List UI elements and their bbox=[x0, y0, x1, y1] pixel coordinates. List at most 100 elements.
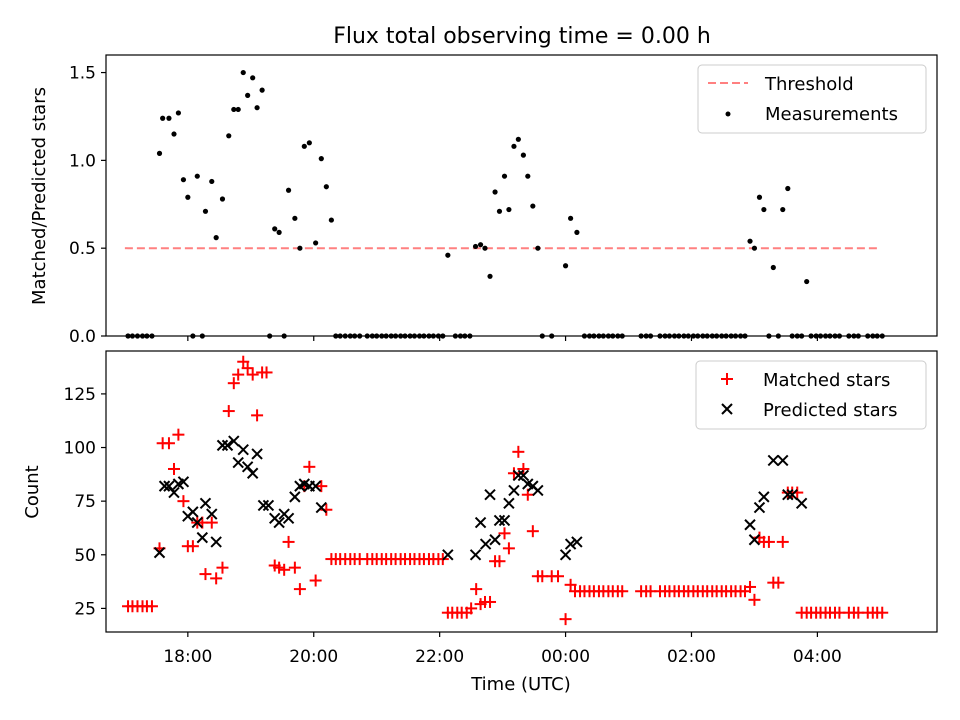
measurement-point bbox=[240, 69, 246, 76]
predicted-star-point bbox=[758, 491, 770, 503]
measurement-point bbox=[285, 187, 292, 193]
predicted-star-point bbox=[216, 439, 229, 452]
y-tick-label: 1.0 bbox=[69, 151, 96, 171]
x-tick-label: 00:00 bbox=[541, 647, 590, 667]
measurement-point bbox=[209, 178, 215, 185]
predicted-star-point bbox=[191, 516, 203, 529]
measurement-point bbox=[756, 194, 763, 200]
measurement-point bbox=[487, 273, 493, 279]
matched-star-point bbox=[517, 462, 530, 475]
matched-star-point bbox=[172, 428, 185, 441]
measurement-point bbox=[175, 110, 181, 116]
predicted-star-point bbox=[782, 489, 794, 501]
x-axis-label: Time (UTC) bbox=[470, 674, 571, 695]
measurement-point bbox=[259, 87, 265, 93]
measurement-point bbox=[276, 229, 282, 235]
matched-star-point bbox=[502, 542, 515, 555]
matched-star-point bbox=[470, 583, 483, 596]
measurement-point bbox=[568, 215, 574, 221]
matched-star-point bbox=[282, 535, 295, 548]
matched-star-point bbox=[309, 574, 322, 587]
measurement-point bbox=[780, 206, 786, 213]
measurement-point bbox=[166, 115, 172, 121]
predicted-star-point bbox=[177, 476, 190, 488]
predicted-star-point bbox=[168, 486, 180, 499]
predicted-star-point bbox=[489, 534, 501, 546]
matched-star-point bbox=[512, 445, 525, 458]
matched-star-point bbox=[288, 561, 301, 574]
predicted-star-point bbox=[564, 538, 577, 550]
measurement-point bbox=[525, 173, 531, 179]
predicted-star-point bbox=[512, 469, 525, 482]
y-tick-label: 25 bbox=[74, 599, 96, 619]
predicted-star-point bbox=[442, 549, 454, 561]
y-tick-label: 100 bbox=[64, 439, 96, 459]
measurement-point bbox=[472, 243, 479, 250]
measurement-point bbox=[323, 184, 329, 190]
matched-star-point bbox=[748, 593, 761, 606]
ratio-y-axis-label: Matched/Predicted stars bbox=[29, 87, 50, 305]
matched-star-point bbox=[199, 568, 212, 581]
legend-predicted-label: Predicted stars bbox=[763, 400, 897, 421]
chart-title: Flux total observing time = 0.00 h bbox=[333, 24, 711, 49]
matched-star-point bbox=[167, 462, 180, 475]
measurement-point bbox=[292, 215, 298, 221]
measurement-point bbox=[272, 226, 278, 232]
measurement-point bbox=[156, 150, 163, 156]
measurement-point bbox=[231, 106, 237, 113]
matched-star-point bbox=[278, 563, 291, 576]
matched-star-point bbox=[303, 460, 316, 473]
matched-star-point bbox=[260, 366, 273, 379]
matched-star-point bbox=[465, 602, 478, 615]
measurement-point bbox=[751, 245, 758, 251]
predicted-star-point bbox=[196, 531, 209, 544]
predicted-star-point bbox=[517, 469, 530, 482]
predicted-star-point bbox=[221, 439, 234, 452]
y-tick-label: 0.5 bbox=[69, 239, 96, 259]
matched-star-point bbox=[145, 600, 158, 613]
predicted-star-point bbox=[199, 497, 212, 510]
matched-star-point bbox=[772, 576, 785, 589]
ratio-legend: Threshold Measurements bbox=[697, 64, 927, 134]
predicted-star-point bbox=[210, 536, 222, 548]
measurement-point bbox=[185, 194, 191, 200]
matched-star-point bbox=[210, 572, 223, 585]
predicted-star-point bbox=[571, 536, 583, 548]
measurement-point bbox=[235, 106, 241, 113]
measurement-point bbox=[747, 238, 753, 244]
matched-star-point bbox=[205, 516, 218, 529]
predicted-star-point bbox=[232, 456, 244, 469]
predicted-star-point bbox=[262, 499, 275, 512]
predicted-star-point bbox=[559, 549, 572, 561]
predicted-star-point bbox=[187, 506, 199, 518]
predicted-star-point bbox=[777, 454, 789, 467]
y-tick-label: 1.5 bbox=[69, 64, 96, 84]
count-legend: Matched stars Predicted stars bbox=[695, 360, 927, 430]
measurement-point bbox=[770, 264, 776, 271]
legend-matched-label: Matched stars bbox=[763, 370, 890, 391]
measurement-point bbox=[160, 115, 166, 121]
measurement-point bbox=[318, 156, 324, 162]
measurement-point bbox=[761, 206, 767, 213]
measurement-point bbox=[313, 240, 319, 246]
predicted-star-point bbox=[309, 480, 322, 492]
measurement-point bbox=[306, 140, 312, 146]
x-tick-label: 22:00 bbox=[415, 647, 464, 667]
measurement-point bbox=[180, 177, 187, 183]
measurement-point bbox=[245, 92, 251, 98]
predicted-star-point bbox=[257, 499, 270, 512]
measurement-point bbox=[511, 143, 517, 149]
count-panel-frame bbox=[105, 350, 938, 633]
predicted-star-point bbox=[748, 534, 761, 546]
count-panel: 25 50 75 100 125 18:00 20:00 22:00 00:00 02:00 04… bbox=[22, 350, 938, 695]
predicted-star-point bbox=[503, 497, 515, 510]
measurement-point bbox=[250, 75, 256, 81]
predicted-star-point bbox=[228, 435, 240, 447]
predicted-star-point bbox=[153, 546, 166, 559]
measurement-point bbox=[496, 208, 503, 214]
x-tick-label: 04:00 bbox=[793, 647, 842, 667]
matched-star-point bbox=[493, 555, 506, 568]
measurement-point bbox=[506, 206, 512, 213]
measurement-point bbox=[213, 235, 219, 241]
